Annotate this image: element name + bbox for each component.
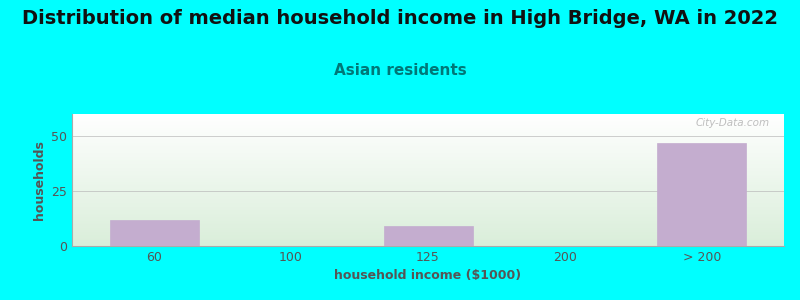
- Text: City-Data.com: City-Data.com: [696, 118, 770, 128]
- Bar: [658, 142, 746, 246]
- X-axis label: household income ($1000): household income ($1000): [334, 269, 522, 282]
- Bar: [110, 220, 198, 246]
- Text: Distribution of median household income in High Bridge, WA in 2022: Distribution of median household income …: [22, 9, 778, 28]
- Text: Asian residents: Asian residents: [334, 63, 466, 78]
- Bar: [383, 226, 473, 246]
- Y-axis label: households: households: [33, 140, 46, 220]
